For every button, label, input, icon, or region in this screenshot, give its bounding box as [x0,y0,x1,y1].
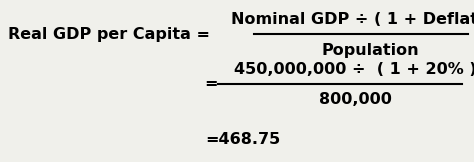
Text: 800,000: 800,000 [319,93,392,108]
Text: Population: Population [321,42,419,58]
Text: Real GDP per Capita =: Real GDP per Capita = [8,27,216,41]
Text: =468.75: =468.75 [205,133,280,147]
Text: 450,000,000 ÷  ( 1 + 20% ): 450,000,000 ÷ ( 1 + 20% ) [234,62,474,76]
Text: =: = [205,76,224,92]
Text: Nominal GDP ÷ ( 1 + Deflator ): Nominal GDP ÷ ( 1 + Deflator ) [230,12,474,27]
